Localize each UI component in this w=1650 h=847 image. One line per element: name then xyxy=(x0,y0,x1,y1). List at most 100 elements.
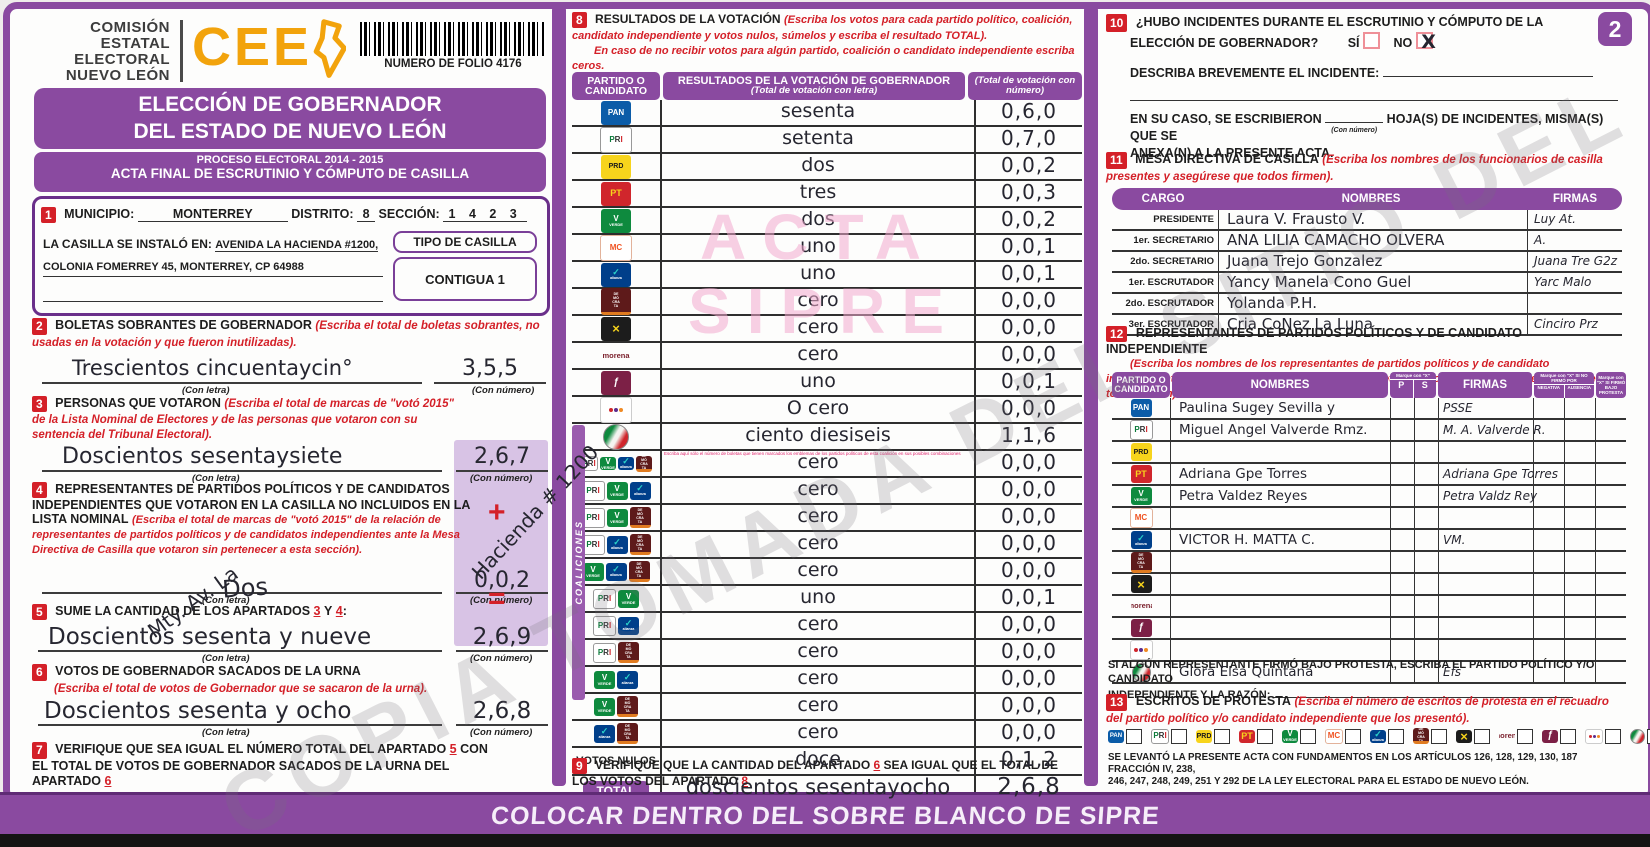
pan-logo: PAN xyxy=(1108,729,1124,743)
vote-numero-value: 0,0,0 xyxy=(1001,504,1057,528)
mesa-table-body: PRESIDENTE Laura V. Frausto V. Luy At. 1er.… xyxy=(1112,210,1622,336)
vote-numero-cell: 0,0,1 xyxy=(976,586,1082,611)
na-logo: ✓ alianza xyxy=(617,670,638,689)
section-10: 10 ¿HUBO INCIDENTES DURANTE EL ESCRUTINI… xyxy=(1106,14,1576,52)
na-logo: ✓ alianza xyxy=(1370,729,1386,743)
party-cell: V VERDE xyxy=(572,208,662,233)
apartado-3-ref: 3 xyxy=(313,604,321,618)
section-11-note: (Escriba los nombres de los funcionarios… xyxy=(1106,154,1603,183)
results-row: ciento diesiseis 1,1,6 xyxy=(572,423,1082,451)
reps-negativa-cell xyxy=(1534,486,1565,506)
reps-firma-cell: Adriana Gpe Torres xyxy=(1439,464,1558,484)
prd-logo: PRD xyxy=(1196,729,1212,743)
reps-firma-cell: M. A. Valverde R. xyxy=(1439,420,1546,440)
section-8-header: 8 RESULTADOS DE LA VOTACIÓN (Escriba los… xyxy=(572,12,1082,73)
vote-letra-value: cero xyxy=(797,532,839,554)
mesa-nombre-cell: Juana Trejo Gonzalez xyxy=(1219,252,1528,271)
vote-letra-cell: ciento diesiseis xyxy=(662,424,976,449)
results-row: V VERDE ✓ alianza DE MÓ CRA TA cero 0,0,0 xyxy=(572,559,1082,586)
vote-letra-cell: cero xyxy=(662,316,976,341)
anexa-label: ANEXA(N) A LA PRESENTE ACTA. xyxy=(1130,146,1334,160)
vote-letra-cell: cero xyxy=(662,505,976,530)
vote-numero-value: 0,0,0 xyxy=(1001,558,1057,582)
section-12-number: 12 xyxy=(1106,326,1128,342)
firmas-header: FIRMAS xyxy=(1552,193,1598,205)
reps-p-cell xyxy=(1391,618,1415,638)
bottom-instruction-bar: COLOCAR DENTRO DEL SOBRE BLANCO DE SIPRE xyxy=(0,792,1650,837)
protesta-party-pair: PT xyxy=(1239,728,1273,744)
reps-s-cell xyxy=(1415,618,1439,638)
vote-letra-cell: doscientos sesentayocho xyxy=(662,776,976,806)
section-12-title: REPRESENTANTES DE PARTIDOS POLÍTICOS Y D… xyxy=(1106,326,1523,356)
mesa-firma-cell: Luy At. xyxy=(1528,210,1622,229)
vote-letra-value: uno xyxy=(800,586,836,608)
vote-letra-value: dos xyxy=(801,208,835,230)
reps-row: PT Adriana Gpe Torres Adriana Gpe Torres xyxy=(1112,464,1626,486)
pd-logo: DE MÓ CRA TA xyxy=(629,534,651,555)
vote-letra-value: sesenta xyxy=(780,100,856,122)
reps-s-cell xyxy=(1415,508,1439,528)
reps-protesta-cell xyxy=(1596,530,1626,550)
vote-letra-value: cero xyxy=(797,289,839,311)
party-cell: MC xyxy=(572,234,662,261)
party-cell: PT xyxy=(572,181,662,206)
reps-protesta-cell xyxy=(1596,486,1626,506)
protesta-count-box xyxy=(1300,728,1316,744)
org-name: COMISIÓN ESTATAL ELECTORAL NUEVO LEÓN xyxy=(38,20,170,84)
equals-operator: = xyxy=(488,582,506,615)
reps-p-cell xyxy=(1391,442,1415,462)
results-table-body: PAN sesenta 0,6,0 P R I setenta 0,7,0 PRD dos 0,0,… xyxy=(572,100,1082,808)
section-13-title: ESCRITOS DE PROTESTA xyxy=(1135,694,1291,708)
party-cell: ✓ alianza DE MÓ CRA TA xyxy=(572,721,662,746)
vote-numero-cell: 0,0,0 xyxy=(976,640,1082,665)
party-cell xyxy=(572,423,662,450)
protesta-count-box xyxy=(1257,728,1273,744)
pan-logo: PAN xyxy=(601,100,631,125)
votos-nulos-row: VOTOS NULOS doce 0,1,2 xyxy=(572,748,1082,776)
si-label: SÍ xyxy=(1347,36,1360,50)
results-row: ✓ alianza uno 0,0,1 xyxy=(572,262,1082,289)
mesa-firma-value: Luy At. xyxy=(1534,212,1576,226)
incidente-blank xyxy=(1382,64,1593,77)
verde-logo: V VERDE xyxy=(1130,487,1152,505)
mesa-nombre-value: Yancy Manela Cono Guel xyxy=(1227,273,1412,291)
reps-table-body: PAN Paulina Sugey Sevilla y PSSE P R I Miguel … xyxy=(1112,398,1626,684)
section-6-note: (Escriba el total de votos de Gobernador… xyxy=(54,683,428,695)
section-5-y: Y xyxy=(323,604,333,618)
vote-numero-cell: 0,0,0 xyxy=(976,316,1082,341)
section-9-number: 9 xyxy=(572,758,587,774)
reps-party-cell: PAN xyxy=(1112,398,1171,418)
column-divider-2 xyxy=(1084,6,1098,786)
reps-negativa-cell xyxy=(1534,618,1565,638)
reps-s-cell xyxy=(1415,486,1439,506)
section-11-number: 11 xyxy=(1106,152,1127,169)
pd-logo: DE MÓ CRA TA xyxy=(617,723,638,744)
numero-highlight xyxy=(454,440,548,646)
protesta-count-box xyxy=(1517,728,1533,744)
letra-value: Doscientos sesentaysiete xyxy=(62,444,343,469)
protesta-party-pair xyxy=(1630,728,1650,744)
vote-numero-value: 0,0,0 xyxy=(1001,612,1057,636)
na-logo: ✓ alianza xyxy=(618,457,634,470)
pd-logo: DE MÓ CRA TA xyxy=(1130,551,1152,573)
verde-logo: V VERDE xyxy=(606,481,628,500)
title-line-2: DEL ESTADO DE NUEVO LEÓN xyxy=(133,120,447,143)
pd-logo: DE MÓ CRA TA xyxy=(617,696,638,717)
vote-letra-cell: cero xyxy=(662,559,976,584)
apartado-6-ref: 6 xyxy=(104,774,112,788)
letra-writeline: Doscientos sesenta y nueve xyxy=(38,624,442,652)
protesta-count-box xyxy=(1605,728,1621,744)
reps-protesta-cell xyxy=(1596,508,1626,528)
reps-p-cell xyxy=(1391,464,1415,484)
vote-numero-value: 0,0,2 xyxy=(1001,207,1057,231)
section-4-note: (Escriba el total de marcas de "votó 201… xyxy=(32,514,460,556)
party-cell: ƒ xyxy=(572,370,662,395)
vote-numero-value: 0,0,0 xyxy=(1001,396,1057,420)
letra-writeline: Doscientos sesenta y ocho xyxy=(38,698,442,726)
reps-firma-cell: Efs xyxy=(1439,662,1534,682)
mesa-row: PRESIDENTE Laura V. Frausto V. Luy At. xyxy=(1112,210,1622,231)
mesa-firma-cell: A. xyxy=(1528,231,1622,250)
party-cell: DE MÓ CRA TA xyxy=(572,288,662,315)
pan-logo: PAN xyxy=(1130,399,1152,417)
